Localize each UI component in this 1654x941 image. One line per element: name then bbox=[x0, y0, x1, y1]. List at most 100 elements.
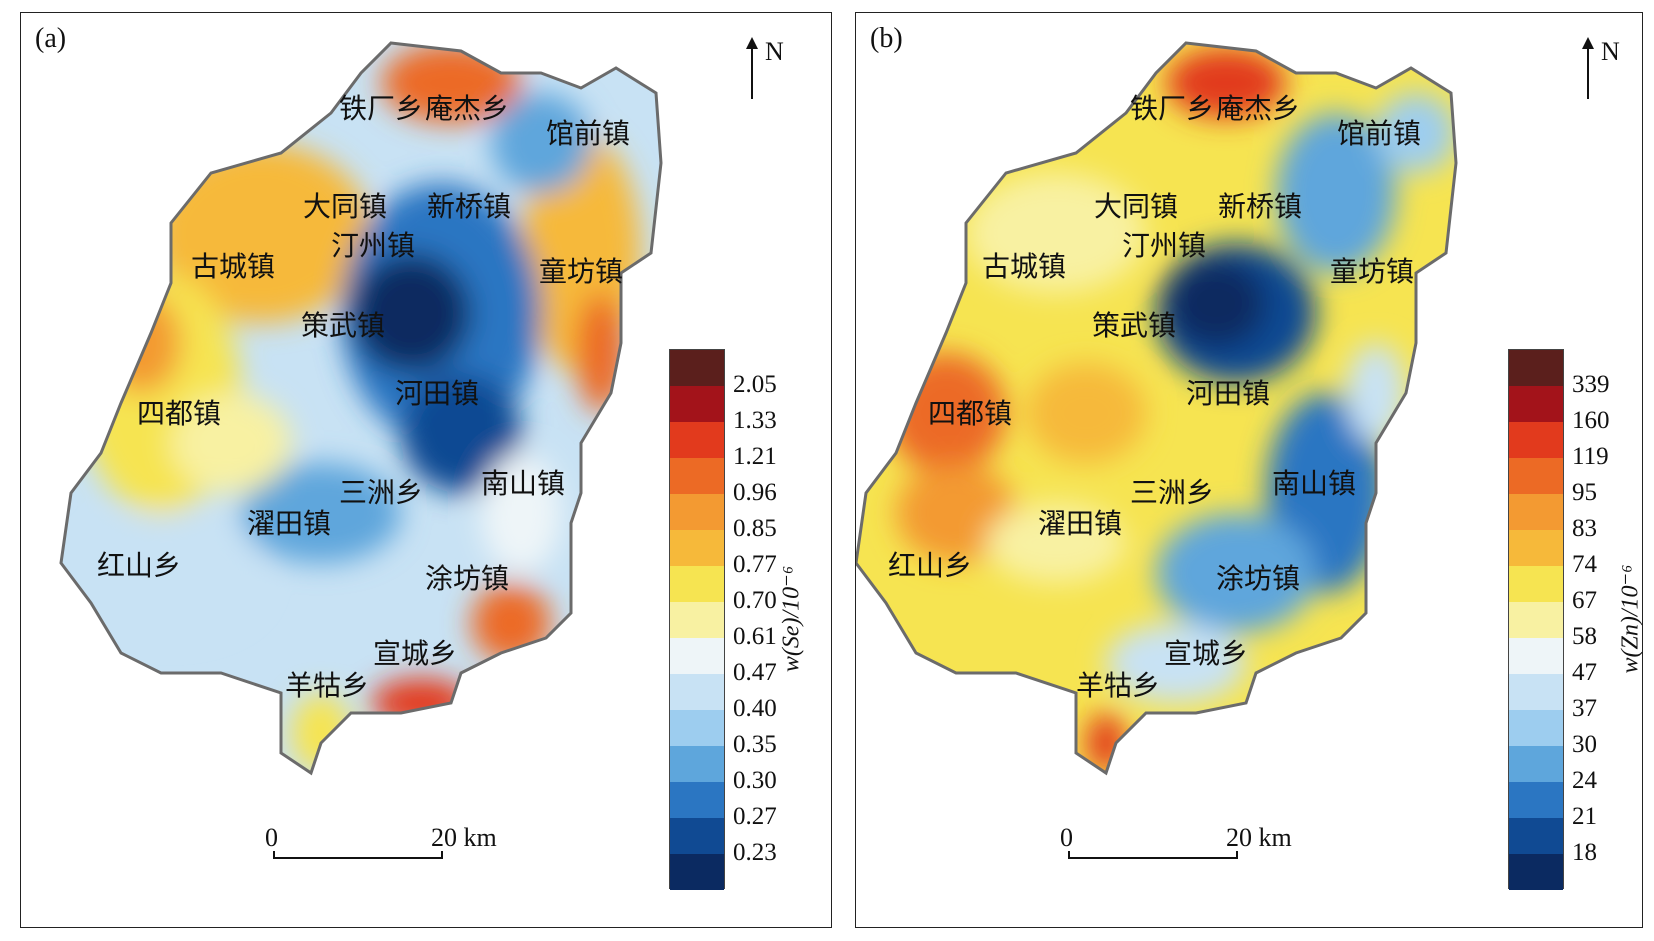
legend-tick-label: 47 bbox=[1572, 659, 1597, 686]
legend-tick-label: 1.33 bbox=[733, 407, 777, 434]
legend-tick-label: 95 bbox=[1572, 479, 1597, 506]
legend-tick-label: 119 bbox=[1572, 443, 1609, 470]
legend-swatch bbox=[670, 782, 724, 818]
place-label: 汀州镇 bbox=[1122, 229, 1206, 262]
legend-unit: w(Zn)/10⁻⁶ bbox=[1617, 564, 1644, 674]
legend-swatch bbox=[1509, 350, 1563, 386]
legend-ticks: 339 160 119 95 83 74 67 58 47 37 30 24 21 18 bbox=[1572, 349, 1642, 889]
place-label: 三洲乡 bbox=[1130, 476, 1214, 509]
legend-swatch bbox=[1509, 818, 1563, 854]
place-label: 童坊镇 bbox=[539, 255, 623, 288]
place-label: 策武镇 bbox=[301, 309, 385, 342]
legend-bar bbox=[669, 349, 725, 890]
place-label: 涂坊镇 bbox=[425, 562, 509, 595]
legend-swatch bbox=[670, 422, 724, 458]
place-label: 童坊镇 bbox=[1330, 255, 1414, 288]
legend-swatch bbox=[670, 566, 724, 602]
panel-label: (a) bbox=[35, 23, 67, 54]
legend-swatch bbox=[1509, 386, 1563, 422]
legend-ticks: 2.05 1.33 1.21 0.96 0.85 0.77 0.70 0.61 0.47 0.40… bbox=[733, 349, 803, 889]
place-label: 红山乡 bbox=[97, 549, 181, 582]
legend-swatch bbox=[670, 710, 724, 746]
legend-swatch bbox=[670, 494, 724, 530]
map-panel-a: (a) N bbox=[20, 12, 832, 928]
legend-swatch bbox=[1509, 458, 1563, 494]
legend-bar bbox=[1508, 349, 1564, 890]
place-label: 宣城乡 bbox=[1164, 637, 1248, 670]
scale-end: 20 km bbox=[431, 823, 497, 852]
legend-swatch bbox=[670, 530, 724, 566]
place-label: 策武镇 bbox=[1092, 309, 1176, 342]
legend-swatch bbox=[1509, 566, 1563, 602]
place-label: 四都镇 bbox=[928, 397, 1012, 430]
place-label: 南山镇 bbox=[481, 467, 565, 500]
legend-swatch bbox=[1509, 602, 1563, 638]
legend-tick-label: 18 bbox=[1572, 839, 1597, 866]
scale-line bbox=[1068, 851, 1238, 859]
place-label: 四都镇 bbox=[137, 397, 221, 430]
place-label: 河田镇 bbox=[1186, 377, 1270, 410]
zinc-map: 铁厂乡 庵杰乡 馆前镇 大同镇 新桥镇 汀州镇 古城镇 童坊镇 策武镇 四都镇 … bbox=[856, 41, 1458, 775]
legend-tick-label: 0.23 bbox=[733, 839, 777, 866]
legend-swatch bbox=[1509, 746, 1563, 782]
selenium-map: 铁厂乡 庵杰乡 馆前镇 大同镇 新桥镇 汀州镇 古城镇 童坊镇 策武镇 四都镇 … bbox=[59, 41, 663, 775]
legend-tick-label: 0.70 bbox=[733, 587, 777, 614]
legend-swatch bbox=[670, 818, 724, 854]
place-label: 濯田镇 bbox=[247, 507, 331, 540]
place-label: 庵杰乡 bbox=[425, 92, 509, 125]
place-label: 新桥镇 bbox=[1218, 190, 1302, 223]
legend-tick-label: 0.27 bbox=[733, 803, 777, 830]
place-label: 羊牯乡 bbox=[285, 669, 369, 702]
legend-tick-label: 24 bbox=[1572, 767, 1597, 794]
place-label: 河田镇 bbox=[395, 377, 479, 410]
legend-swatch bbox=[670, 350, 724, 386]
legend-tick-label: 0.61 bbox=[733, 623, 777, 650]
legend-swatch bbox=[670, 602, 724, 638]
place-label: 南山镇 bbox=[1272, 467, 1356, 500]
legend-tick-label: 0.96 bbox=[733, 479, 777, 506]
legend-tick-label: 30 bbox=[1572, 731, 1597, 758]
legend-tick-label: 21 bbox=[1572, 803, 1597, 830]
place-label: 铁厂乡 bbox=[1130, 92, 1214, 125]
north-label: N bbox=[765, 37, 784, 66]
place-label: 馆前镇 bbox=[1337, 117, 1421, 150]
north-arrow-icon bbox=[746, 37, 758, 99]
place-label: 新桥镇 bbox=[427, 190, 511, 223]
legend-swatch bbox=[670, 854, 724, 890]
north-arrow: N bbox=[745, 35, 805, 105]
legend-swatch bbox=[670, 674, 724, 710]
place-label: 大同镇 bbox=[1094, 190, 1178, 223]
legend-tick-label: 37 bbox=[1572, 695, 1597, 722]
place-label: 汀州镇 bbox=[331, 229, 415, 262]
place-label: 馆前镇 bbox=[546, 117, 630, 150]
scale-end: 20 km bbox=[1226, 823, 1292, 852]
legend-tick-label: 2.05 bbox=[733, 371, 777, 398]
place-label: 濯田镇 bbox=[1038, 507, 1122, 540]
legend-tick-label: 58 bbox=[1572, 623, 1597, 650]
north-arrow: N bbox=[1581, 35, 1641, 105]
legend-tick-label: 339 bbox=[1572, 371, 1610, 398]
scale-start: 0 bbox=[1060, 823, 1073, 852]
legend-swatch bbox=[670, 746, 724, 782]
place-label: 庵杰乡 bbox=[1216, 92, 1300, 125]
north-label: N bbox=[1601, 37, 1620, 66]
panel-label: (b) bbox=[870, 23, 903, 54]
place-label: 红山乡 bbox=[888, 549, 972, 582]
legend-tick-label: 67 bbox=[1572, 587, 1597, 614]
legend-swatch bbox=[1509, 422, 1563, 458]
legend-tick-label: 0.77 bbox=[733, 551, 777, 578]
legend-tick-label: 0.85 bbox=[733, 515, 777, 542]
place-label: 三洲乡 bbox=[339, 476, 423, 509]
legend-swatch bbox=[670, 458, 724, 494]
place-label: 古城镇 bbox=[982, 250, 1066, 283]
north-arrow-icon bbox=[1582, 37, 1594, 99]
place-label: 古城镇 bbox=[191, 250, 275, 283]
map-panel-b: (b) N bbox=[855, 12, 1644, 928]
place-label: 涂坊镇 bbox=[1216, 562, 1300, 595]
legend-swatch bbox=[1509, 854, 1563, 890]
legend-tick-label: 74 bbox=[1572, 551, 1597, 578]
legend-tick-label: 0.40 bbox=[733, 695, 777, 722]
legend-swatch bbox=[1509, 494, 1563, 530]
place-label: 大同镇 bbox=[303, 190, 387, 223]
scale-start: 0 bbox=[265, 823, 278, 852]
